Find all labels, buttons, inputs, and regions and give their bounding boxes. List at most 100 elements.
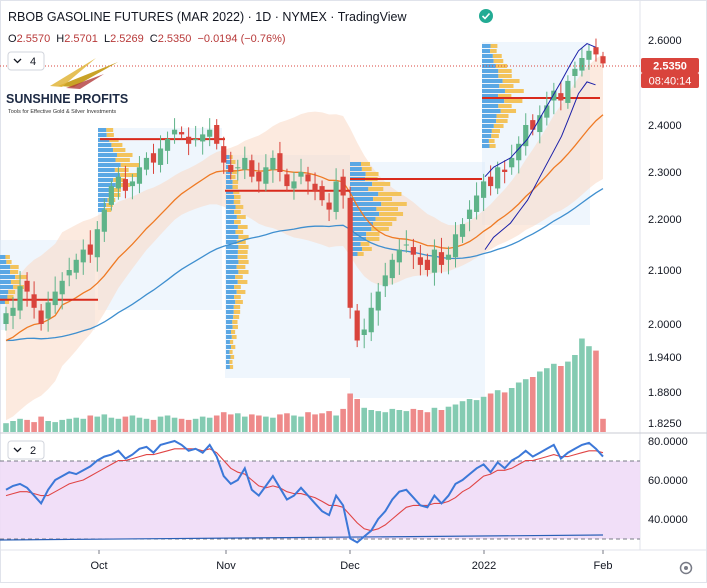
profile-bar-down (371, 227, 389, 231)
candle-body (214, 125, 220, 144)
rsi-tick-label: 80.0000 (648, 436, 688, 448)
profile-bar-down (366, 237, 380, 241)
profile-bar-down (229, 360, 233, 364)
profile-bar-up (226, 240, 237, 244)
candle-body (115, 176, 121, 189)
candle-body (17, 286, 23, 311)
time-tick-label: Nov (216, 560, 236, 572)
candle-body (207, 129, 213, 137)
profile-bar-up (350, 247, 362, 251)
rsi-toggle-button[interactable]: 2 (7, 440, 45, 460)
ohlc-readout: O2.5570 H2.5701 L2.5269 C2.5350 −0.0194 … (8, 33, 286, 45)
volume-profile-histograms (0, 44, 524, 369)
profile-bar-down (360, 242, 370, 246)
profile-bar-down (116, 153, 133, 157)
profile-bar-up (350, 227, 372, 231)
time-tick-label: Dec (340, 560, 360, 572)
candle-body (284, 174, 290, 187)
time-axis[interactable]: Oct Nov Dec 2022 Feb (90, 560, 612, 572)
candle-body (495, 167, 501, 189)
volume-bar (220, 412, 227, 432)
candle-body (459, 224, 466, 237)
time-ticks (98, 550, 604, 554)
profile-bar-up (482, 79, 503, 83)
profile-bar-up (350, 217, 376, 221)
profile-bar-down (236, 240, 246, 244)
profile-bar-down (10, 270, 19, 274)
candle-body (235, 167, 241, 169)
ema-fast-line (5, 114, 604, 342)
volume-bar (361, 407, 367, 432)
rsi-signal-line (5, 448, 604, 532)
profile-bar-up (226, 280, 238, 284)
profile-bar-down (7, 295, 14, 299)
rsi-axis[interactable]: 80.0000 60.0000 40.0000 (648, 436, 688, 526)
profile-bar-up (226, 235, 239, 239)
profile-bar-down (502, 79, 520, 83)
candle-body (178, 132, 185, 135)
profile-bar-up (350, 212, 380, 216)
price-tick-label: 2.2000 (648, 214, 682, 226)
profile-bar-up (482, 144, 490, 148)
profile-bar-down (368, 187, 384, 191)
profile-bar-down (504, 89, 524, 93)
volume-bar (256, 415, 262, 432)
chart-title[interactable]: RBOB GASOLINE FUTURES (MAR 2022) · 1D · … (8, 10, 407, 24)
candle-body (333, 181, 339, 212)
profile-bar-up (226, 200, 234, 204)
profile-bar-down (490, 44, 498, 48)
profile-bar-up (482, 104, 499, 108)
volume-bar (108, 417, 115, 432)
settings-gear-icon[interactable] (679, 561, 693, 575)
volume-bar (459, 401, 466, 432)
profile-bar-up (226, 275, 236, 279)
candle-body (59, 280, 65, 295)
profile-bar-up (226, 340, 230, 344)
volume-bar (565, 361, 571, 432)
volume-bar (396, 410, 403, 432)
volume-bar (445, 406, 452, 432)
profile-bar-down (229, 365, 234, 369)
profile-bar-up (482, 124, 494, 128)
profile-bar-up (226, 220, 235, 224)
rsi-indicator-count: 2 (30, 445, 36, 457)
profile-bar-up (98, 158, 116, 162)
volume-bar (157, 416, 164, 432)
profile-bar-down (233, 305, 241, 309)
profile-bar-up (226, 305, 234, 309)
volume-bar (466, 399, 473, 432)
profile-bar-down (235, 275, 243, 279)
profile-bar-down (235, 230, 244, 234)
indicators-toggle-button[interactable]: 4 (7, 51, 45, 71)
candle-body (516, 143, 522, 161)
profile-bar-down (229, 350, 233, 354)
volume-bar (572, 355, 578, 432)
profile-bar-up (98, 143, 112, 147)
candle-body (326, 202, 332, 210)
profile-bar-up (226, 180, 233, 184)
profile-bar-down (231, 335, 237, 339)
profile-bar-down (106, 133, 114, 137)
profile-bar-up (0, 270, 11, 274)
volume-bar (10, 421, 16, 432)
profile-bar-up (482, 44, 491, 48)
volume-bar (66, 418, 73, 432)
profile-bar-up (482, 139, 489, 143)
profile-bar-down (233, 310, 241, 314)
candle-body (249, 160, 255, 177)
volume-bar (101, 414, 108, 432)
profile-bar-down (15, 275, 28, 279)
profile-bar-up (482, 109, 501, 113)
profile-bar-down (231, 160, 236, 164)
profile-bar-up (350, 197, 374, 201)
volume-bar (382, 412, 389, 432)
profile-bar-up (482, 134, 492, 138)
profile-bar-up (226, 210, 235, 214)
candle-body (488, 176, 494, 187)
candle-body (242, 157, 248, 170)
volume-bar (501, 392, 508, 432)
profile-bar-up (482, 119, 497, 123)
profile-bar-down (6, 260, 12, 264)
profile-bar-up (226, 320, 233, 324)
